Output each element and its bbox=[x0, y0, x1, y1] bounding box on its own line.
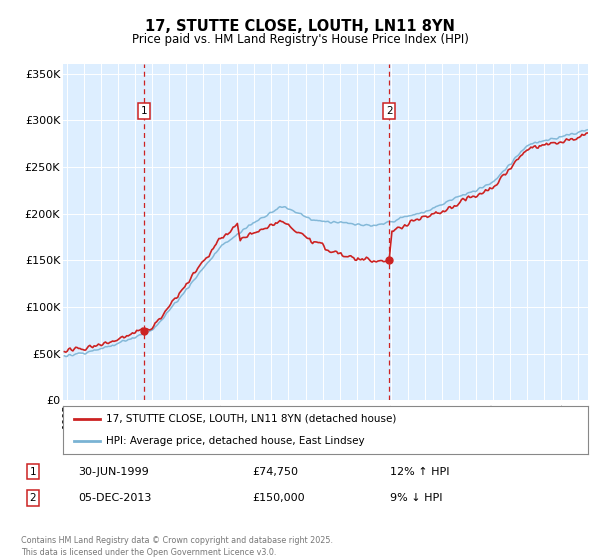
Text: Contains HM Land Registry data © Crown copyright and database right 2025.
This d: Contains HM Land Registry data © Crown c… bbox=[21, 536, 333, 557]
Text: 30-JUN-1999: 30-JUN-1999 bbox=[78, 466, 149, 477]
Text: £150,000: £150,000 bbox=[252, 493, 305, 503]
Text: 9% ↓ HPI: 9% ↓ HPI bbox=[390, 493, 443, 503]
Text: £74,750: £74,750 bbox=[252, 466, 298, 477]
Text: 2: 2 bbox=[29, 493, 37, 503]
Text: 2: 2 bbox=[386, 106, 392, 116]
Text: 12% ↑ HPI: 12% ↑ HPI bbox=[390, 466, 449, 477]
Text: 17, STUTTE CLOSE, LOUTH, LN11 8YN: 17, STUTTE CLOSE, LOUTH, LN11 8YN bbox=[145, 20, 455, 34]
Text: 1: 1 bbox=[140, 106, 147, 116]
Text: 05-DEC-2013: 05-DEC-2013 bbox=[78, 493, 151, 503]
Text: HPI: Average price, detached house, East Lindsey: HPI: Average price, detached house, East… bbox=[106, 436, 365, 446]
Text: 1: 1 bbox=[29, 466, 37, 477]
Text: 17, STUTTE CLOSE, LOUTH, LN11 8YN (detached house): 17, STUTTE CLOSE, LOUTH, LN11 8YN (detac… bbox=[106, 414, 397, 424]
Text: Price paid vs. HM Land Registry's House Price Index (HPI): Price paid vs. HM Land Registry's House … bbox=[131, 32, 469, 46]
